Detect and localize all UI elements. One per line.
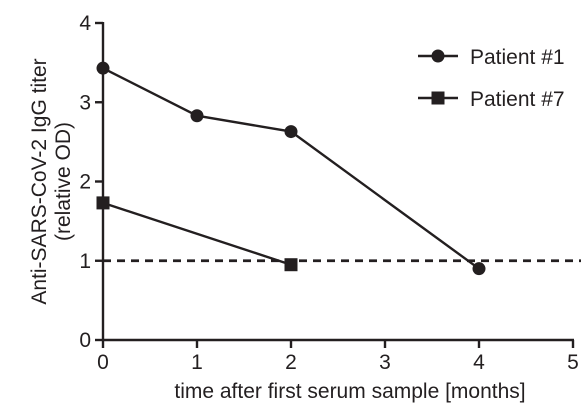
axes — [101, 22, 574, 342]
series-group — [96, 61, 486, 276]
y-axis-title-line-2: (relative OD) — [52, 122, 75, 241]
x-tick-label: 0 — [97, 351, 109, 374]
y-axis-title-line-1: Anti-SARS-CoV-2 IgG titer — [28, 58, 51, 304]
x-tick-label: 3 — [379, 351, 391, 374]
y-tick-label: 3 — [79, 91, 91, 114]
y-tick-label: 4 — [79, 12, 91, 35]
legend-marker — [431, 49, 445, 63]
x-tick-label: 4 — [473, 351, 485, 374]
data-point-patient-1 — [284, 125, 298, 139]
legend: Patient #1 Patient #7 — [418, 46, 565, 111]
y-tick-label: 1 — [79, 250, 91, 273]
x-tick-label: 1 — [191, 351, 203, 374]
legend-marker — [431, 91, 445, 105]
legend-label: Patient #7 — [470, 88, 565, 111]
data-point-patient-1 — [190, 109, 204, 123]
tick-group: 0 1 2 3 4 0 1 2 3 4 5 — [79, 12, 579, 374]
x-tick-label: 5 — [567, 351, 579, 374]
y-tick-label: 0 — [79, 329, 91, 352]
data-point-patient-7 — [284, 258, 298, 272]
legend-item-patient-7: Patient #7 — [418, 88, 565, 111]
legend-item-patient-1: Patient #1 — [418, 46, 565, 69]
x-tick-label: 2 — [285, 351, 297, 374]
data-point-patient-1 — [472, 262, 486, 276]
series-line-patient-7 — [102, 201, 292, 266]
y-tick-label: 2 — [79, 171, 91, 194]
series-patient-7 — [96, 196, 298, 272]
series-line-patient-1 — [102, 67, 480, 270]
series-patient-1 — [96, 61, 486, 276]
legend-label: Patient #1 — [470, 46, 565, 69]
data-point-patient-1 — [96, 61, 110, 75]
x-axis-title: time after first serum sample [months] — [174, 380, 525, 403]
data-point-patient-7 — [96, 196, 110, 210]
